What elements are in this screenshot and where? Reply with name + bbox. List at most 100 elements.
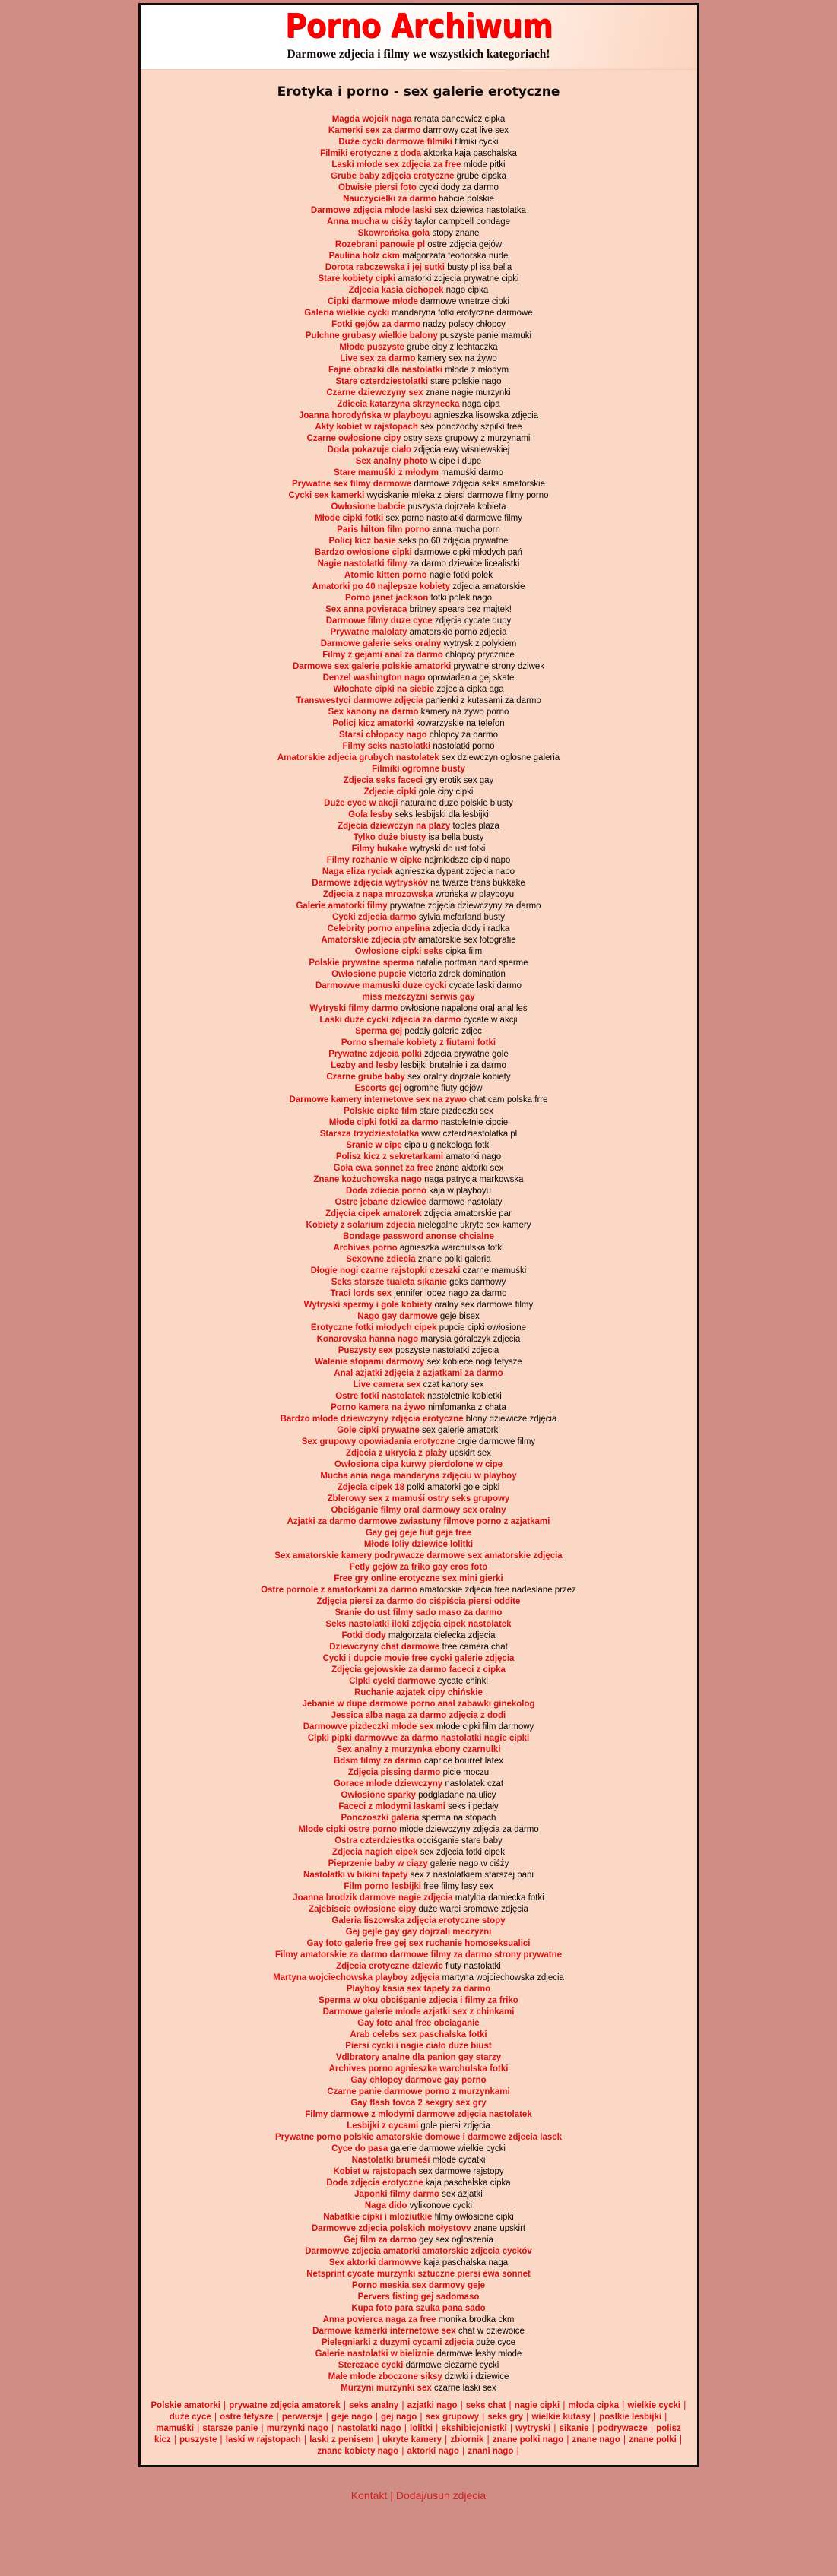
gallery-link[interactable]: Gej gejle gay gay dojrzali meczyzni (345, 1928, 492, 1937)
gallery-link[interactable]: Starsza trzydziestolatka (319, 1130, 420, 1139)
gallery-link[interactable]: Sterczace cycki (338, 2361, 404, 2370)
gallery-link[interactable]: Zblerowy sex z mamuśi ostry seks grupowy (327, 1494, 510, 1503)
gallery-link[interactable]: Cycki zdjecia darmo (332, 913, 417, 922)
gallery-link[interactable]: Akty kobiet w rajstopach (315, 423, 418, 432)
gallery-link[interactable]: Filmy amatorskie za darmo darmowe filmy … (274, 1950, 563, 1960)
gallery-link[interactable]: Anal azjatki zdjęcia z azjatkami za darm… (334, 1369, 503, 1378)
tag-link[interactable]: zbiornik (450, 2435, 484, 2445)
gallery-link[interactable]: Zdjecia seks faceci (343, 776, 423, 785)
gallery-link[interactable]: Starsi chłopacy nago (338, 730, 427, 740)
gallery-link[interactable]: Clpki pipki darmowve za darmo nastolatki… (307, 1734, 530, 1743)
gallery-link[interactable]: Włochate cipki na siebie (333, 685, 435, 694)
tag-link[interactable]: seks gry (487, 2413, 524, 2422)
gallery-link[interactable]: Prywatne malolaty (330, 628, 407, 637)
gallery-link[interactable]: Rozebrani panowie pl (334, 240, 426, 249)
gallery-link[interactable]: Obwisłe piersi foto (338, 183, 417, 192)
gallery-link[interactable]: Mlode cipki ostre porno (298, 1825, 398, 1834)
gallery-link[interactable]: Czarne owłosione cipy (306, 434, 401, 443)
gallery-link[interactable]: Goła ewa sonnet za free (333, 1164, 433, 1173)
gallery-link[interactable]: Lesbijki z cycami (347, 2121, 419, 2131)
gallery-link[interactable]: Stare kobiety cipki (318, 274, 396, 284)
gallery-link[interactable]: Pervers fisting gej sadomaso (357, 2292, 480, 2302)
gallery-link[interactable]: Dorota rabczewska i jej sutki (325, 263, 445, 272)
tag-link[interactable]: duże cyce (169, 2413, 211, 2422)
gallery-link[interactable]: Denzel washington nago (322, 673, 426, 683)
gallery-link[interactable]: Gej film za darmo (344, 2235, 417, 2245)
gallery-link[interactable]: Amatorki po 40 najlepsze kobiety (312, 582, 451, 591)
gallery-link[interactable]: Sex kanony na darmo (328, 708, 419, 717)
gallery-link[interactable]: Arab celebs sex paschalska fotki (350, 2030, 487, 2039)
tag-link[interactable]: nastolatki nago (337, 2424, 401, 2433)
gallery-link[interactable]: Gay chłopcy darmove gay porno (350, 2076, 487, 2085)
gallery-link[interactable]: Darmowe galerie mlode azjatki sex z chin… (322, 2007, 515, 2017)
gallery-link[interactable]: Zdjecie cipki (363, 787, 417, 797)
tag-link[interactable]: seks chat (465, 2401, 506, 2410)
gallery-link[interactable]: Doda zdiecia porno (345, 1187, 427, 1196)
gallery-link[interactable]: Filmiki ogromne busty (372, 765, 465, 774)
gallery-link[interactable]: Sex anna povieraca (325, 605, 407, 614)
gallery-link[interactable]: Owłosione cipki seks (354, 947, 444, 956)
gallery-link[interactable]: Tylko duże biusty (353, 833, 426, 842)
gallery-link[interactable]: Lezby and lesby (331, 1061, 398, 1070)
gallery-link[interactable]: Vdlbratory analne dla panion gay starzy (335, 2053, 502, 2062)
gallery-link[interactable]: Filmy bukake (351, 844, 407, 854)
gallery-link[interactable]: Anna mucha w ciśży (327, 217, 413, 227)
gallery-link[interactable]: Młode loliy dziewice lolitki (363, 1540, 474, 1549)
gallery-link[interactable]: Amatorskie zdjecia grubych nastolatek (277, 753, 439, 762)
gallery-link[interactable]: Zajebiscie owłosione cipy (309, 1905, 417, 1914)
gallery-link[interactable]: Zdjecia z napa mrozowska (322, 890, 433, 899)
gallery-link[interactable]: Cyce do pasa (331, 2144, 388, 2153)
gallery-link[interactable]: Porno kamera na żywo (331, 1403, 426, 1412)
gallery-link[interactable]: Murzyni murzynki sex (341, 2384, 432, 2393)
gallery-link[interactable]: Nabatkie cipki i mloźiutkie (323, 2213, 433, 2222)
gallery-link[interactable]: Live sex za darmo (340, 354, 416, 363)
tag-link[interactable]: mamuśki (156, 2424, 195, 2433)
gallery-link[interactable]: Escorts gej (354, 1084, 402, 1093)
tag-link[interactable]: młoda cipka (568, 2401, 620, 2410)
gallery-link[interactable]: Netsprint cycate murzynki sztuczne piers… (306, 2270, 531, 2279)
gallery-link[interactable]: Sranie do ust filmy sado maso za darmo (334, 1608, 503, 1618)
gallery-link[interactable]: Duże cyce w akcji (324, 799, 398, 808)
gallery-link[interactable]: Darmowve pizdeczki młode sex (303, 1722, 434, 1732)
gallery-link[interactable]: Bardzo owłosione cipki (315, 548, 412, 557)
gallery-link[interactable]: Darmowve zdjecia amatorki amatorskie zdj… (305, 2247, 532, 2256)
gallery-link[interactable]: Nastolatki w bikini tapety (303, 1871, 408, 1880)
gallery-link[interactable]: Laski duże cycki zdjecia za darmo (319, 1016, 461, 1025)
gallery-link[interactable]: Sexowne zdiecia (346, 1255, 416, 1264)
tag-link[interactable]: starsze panie (202, 2424, 258, 2433)
gallery-link[interactable]: Pulchne grubasy wielkie balony (305, 331, 438, 341)
tag-link[interactable]: murzynki nago (266, 2424, 328, 2433)
gallery-link[interactable]: Cipki darmowe młode (327, 297, 418, 306)
tag-link[interactable]: ekshibicjonistki (441, 2424, 507, 2433)
gallery-link[interactable]: Gay flash fovca 2 sexgry sex gry (350, 2099, 487, 2108)
gallery-link[interactable]: Prywatne sex filmy darmowe (292, 480, 412, 489)
gallery-link[interactable]: Ostre jebane dziewice (334, 1198, 426, 1207)
tag-link[interactable]: wielkie cycki (627, 2401, 681, 2410)
gallery-link[interactable]: Nastolatki brumeśi (351, 2156, 430, 2165)
gallery-link[interactable]: Jessica alba naga za darmo zdjęcia z dod… (331, 1711, 506, 1720)
tag-link[interactable]: znane polki (629, 2435, 677, 2445)
tag-link[interactable]: wielkie kutasy (531, 2413, 591, 2422)
gallery-link[interactable]: Sperma w oku obciśganie zdjecia i filmy … (319, 1996, 518, 2005)
gallery-link[interactable]: Seks nastolatki iloki zdjęcia cipek nast… (325, 1620, 512, 1629)
gallery-link[interactable]: Galeria wielkie cycki (304, 309, 390, 318)
gallery-link[interactable]: Zdjęcia gejowskie za darmo faceci z cipk… (331, 1665, 506, 1675)
gallery-link[interactable]: Walenie stopami darmowy (315, 1358, 425, 1367)
gallery-link[interactable]: Ruchanie azjatek cipy chińskie (354, 1688, 483, 1697)
gallery-link[interactable]: Film porno lesbijki (344, 1882, 422, 1891)
gallery-link[interactable]: Mucha ania naga mandaryna zdjęciu w play… (320, 1472, 517, 1481)
gallery-link[interactable]: Zdjęcia piersi za darmo do ciśpiścia pie… (316, 1597, 521, 1606)
gallery-link[interactable]: Policj kicz amatorki (332, 719, 414, 728)
gallery-link[interactable]: Sex amatorskie kamery podrywacze darmowe… (274, 1551, 563, 1560)
gallery-link[interactable]: Playboy kasia sex tapety za darmo (346, 1985, 491, 1994)
tag-link[interactable]: perwersje (281, 2413, 323, 2422)
gallery-link[interactable]: Darmowe zdjęcia młode laski (310, 206, 433, 215)
gallery-link[interactable]: Ponczoszki galeria (341, 1814, 420, 1823)
tag-link[interactable]: sikanie (559, 2424, 589, 2433)
gallery-link[interactable]: Czarne grube baby (326, 1073, 405, 1082)
footer-link-submit[interactable]: Dodaj/usun zdjecia (395, 2489, 487, 2502)
gallery-link[interactable]: Galerie nastolatki w bieliznie (315, 2349, 435, 2359)
gallery-link[interactable]: Zdjecia kasia cichopek (348, 286, 444, 295)
gallery-link[interactable]: Amatorskie zdjecia ptv (321, 936, 416, 945)
gallery-link[interactable]: Polskie cipke film (344, 1107, 417, 1116)
